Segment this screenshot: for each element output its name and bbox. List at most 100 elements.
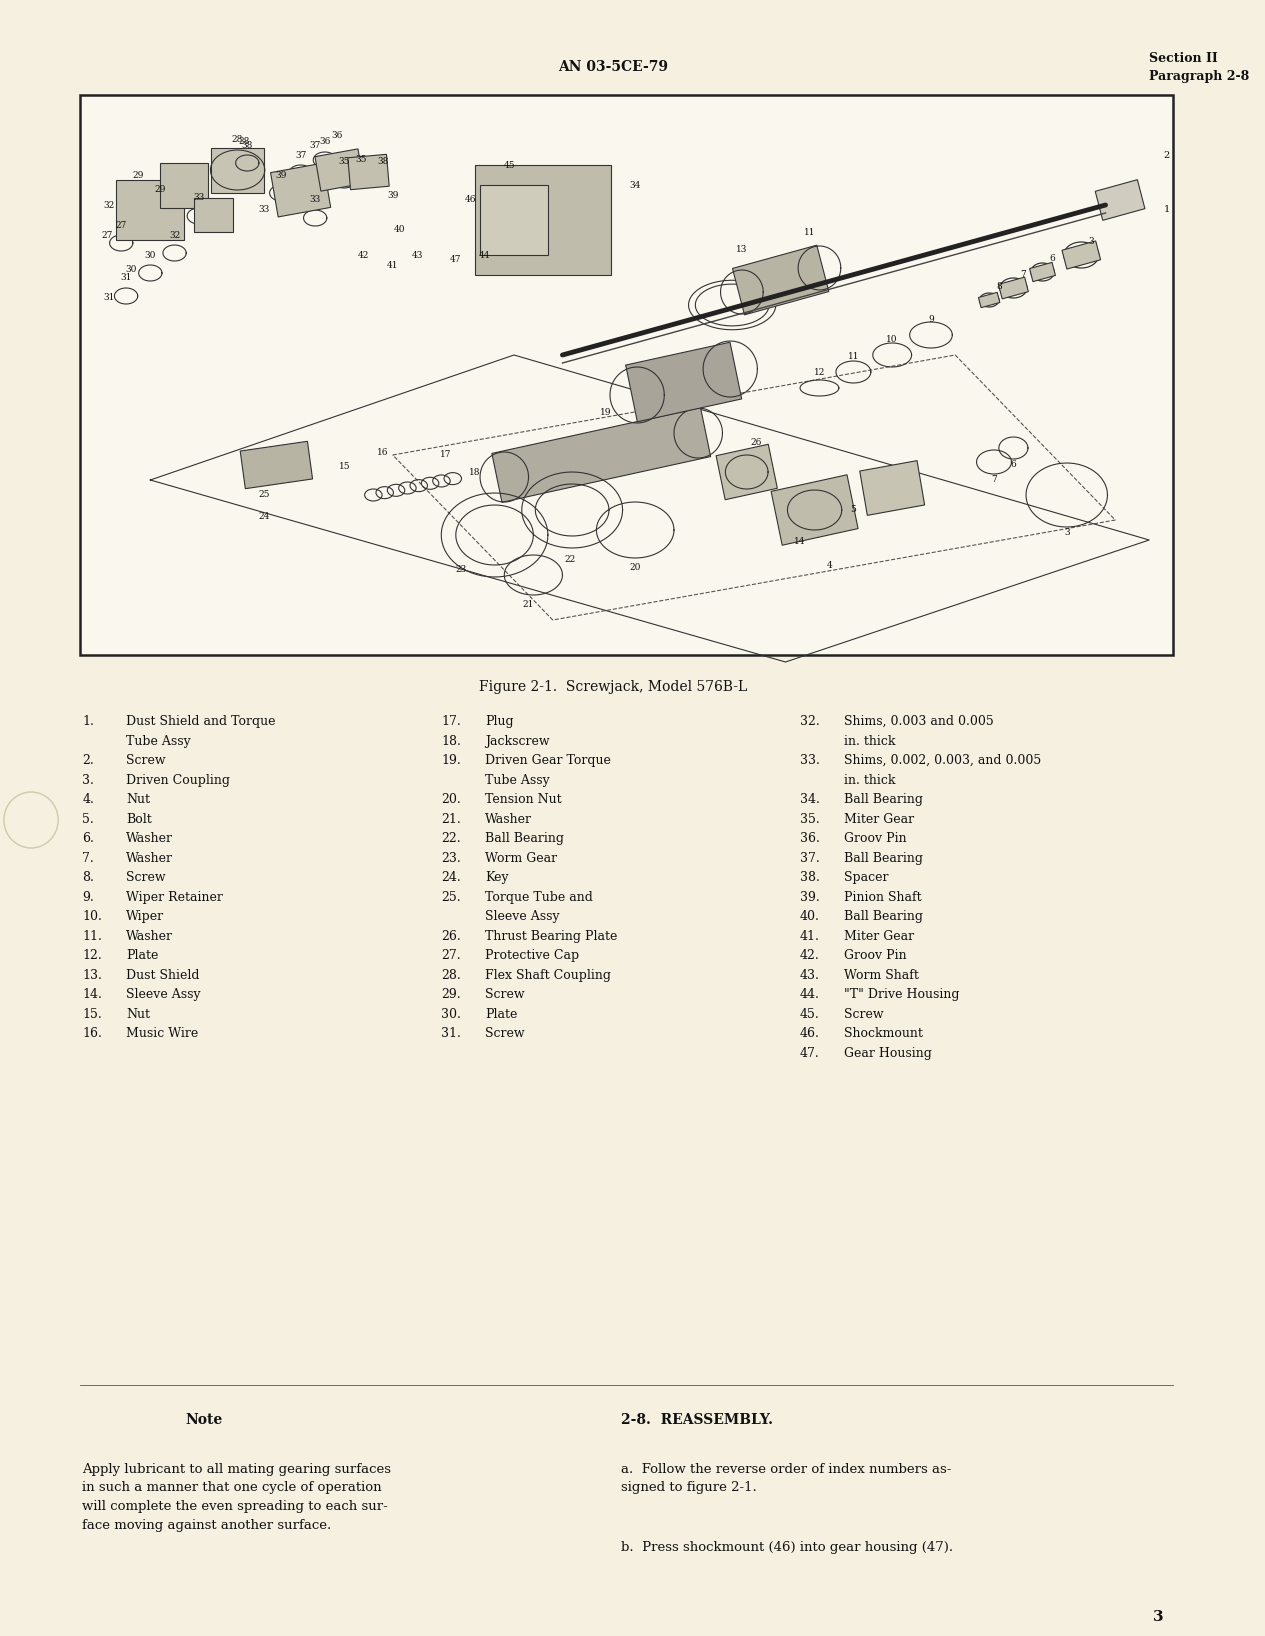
Text: 37: 37	[295, 151, 306, 159]
Text: 11.: 11.	[82, 929, 102, 942]
Text: Shims, 0.003 and 0.005: Shims, 0.003 and 0.005	[844, 715, 993, 728]
Text: 9: 9	[929, 316, 934, 324]
Text: Screw: Screw	[484, 988, 525, 1001]
Text: 17.: 17.	[441, 715, 460, 728]
Text: Plug: Plug	[484, 715, 514, 728]
Polygon shape	[978, 293, 999, 308]
Polygon shape	[626, 342, 741, 422]
Text: 2: 2	[1164, 151, 1170, 159]
Text: Groov Pin: Groov Pin	[844, 833, 906, 846]
Text: 31: 31	[120, 273, 132, 283]
Text: 34.: 34.	[799, 793, 820, 807]
Text: Wiper: Wiper	[126, 910, 164, 923]
Text: Figure 2-1.  Screwjack, Model 576B-L: Figure 2-1. Screwjack, Model 576B-L	[479, 681, 748, 694]
Text: 35: 35	[339, 157, 350, 167]
Text: 47.: 47.	[799, 1047, 820, 1060]
Text: 8.: 8.	[82, 870, 95, 883]
Text: Plate: Plate	[484, 1008, 517, 1021]
Text: 3: 3	[1064, 528, 1069, 537]
Text: Flex Shaft Coupling: Flex Shaft Coupling	[484, 969, 611, 982]
Text: Sleeve Assy: Sleeve Assy	[484, 910, 559, 923]
Text: 27: 27	[115, 221, 126, 229]
Text: 21: 21	[522, 600, 534, 609]
Text: 9.: 9.	[82, 890, 94, 903]
Text: Screw: Screw	[126, 870, 166, 883]
Polygon shape	[860, 461, 925, 515]
Text: 45.: 45.	[799, 1008, 820, 1021]
Text: 16.: 16.	[82, 1027, 102, 1040]
Polygon shape	[479, 185, 548, 255]
Text: Sleeve Assy: Sleeve Assy	[126, 988, 201, 1001]
Text: 41.: 41.	[799, 929, 820, 942]
Text: Thrust Bearing Plate: Thrust Bearing Plate	[484, 929, 617, 942]
Text: 14.: 14.	[82, 988, 102, 1001]
Text: 29: 29	[132, 170, 143, 180]
Circle shape	[4, 792, 58, 847]
Text: Gear Housing: Gear Housing	[844, 1047, 931, 1060]
Text: 24.: 24.	[441, 870, 460, 883]
Text: Tube Assy: Tube Assy	[126, 735, 191, 748]
Text: Wiper Retainer: Wiper Retainer	[126, 890, 223, 903]
Polygon shape	[211, 147, 264, 193]
Text: 38: 38	[377, 157, 388, 167]
Text: 31.: 31.	[441, 1027, 462, 1040]
Text: Torque Tube and: Torque Tube and	[484, 890, 593, 903]
Text: 6: 6	[1050, 254, 1055, 263]
Text: 14: 14	[794, 538, 806, 546]
Text: 30: 30	[144, 250, 156, 260]
Text: Note: Note	[185, 1414, 223, 1427]
Text: 36: 36	[319, 137, 330, 147]
Text: Driven Coupling: Driven Coupling	[126, 774, 230, 787]
Text: 39.: 39.	[799, 890, 820, 903]
Text: 40: 40	[393, 226, 405, 234]
Text: 3.: 3.	[82, 774, 95, 787]
Text: 37.: 37.	[799, 851, 820, 864]
Text: 24: 24	[258, 512, 269, 520]
Text: Apply lubricant to all mating gearing surfaces
in such a manner that one cycle o: Apply lubricant to all mating gearing su…	[82, 1463, 391, 1531]
Text: Screw: Screw	[844, 1008, 883, 1021]
Text: 26.: 26.	[441, 929, 460, 942]
Text: Screw: Screw	[126, 754, 166, 767]
Text: 18: 18	[469, 468, 481, 478]
Text: 10: 10	[887, 335, 898, 344]
Polygon shape	[271, 164, 330, 218]
Text: AN 03-5CE-79: AN 03-5CE-79	[558, 61, 668, 74]
Text: Washer: Washer	[126, 833, 173, 846]
Text: 33: 33	[194, 193, 205, 203]
Text: 42: 42	[358, 250, 369, 260]
Text: Nut: Nut	[126, 1008, 151, 1021]
Text: 46: 46	[464, 195, 476, 204]
Text: 36.: 36.	[799, 833, 820, 846]
Text: Screw: Screw	[484, 1027, 525, 1040]
Text: Washer: Washer	[126, 929, 173, 942]
Text: 39: 39	[387, 190, 398, 200]
FancyBboxPatch shape	[81, 95, 1174, 654]
Text: 38.: 38.	[799, 870, 820, 883]
Text: 42.: 42.	[799, 949, 820, 962]
Text: 34: 34	[630, 180, 641, 190]
Text: 12.: 12.	[82, 949, 102, 962]
Text: 20: 20	[630, 563, 641, 573]
Text: 20.: 20.	[441, 793, 460, 807]
Text: 33.: 33.	[799, 754, 820, 767]
Text: 47: 47	[450, 255, 462, 265]
Text: Groov Pin: Groov Pin	[844, 949, 906, 962]
Text: 28: 28	[231, 136, 243, 144]
Text: 6: 6	[1011, 460, 1016, 470]
Text: 2.: 2.	[82, 754, 94, 767]
Text: 46.: 46.	[799, 1027, 820, 1040]
Text: Worm Shaft: Worm Shaft	[844, 969, 918, 982]
Polygon shape	[159, 162, 209, 208]
Polygon shape	[476, 165, 611, 275]
Text: 36: 36	[331, 131, 343, 139]
Text: Washer: Washer	[484, 813, 531, 826]
Text: 7: 7	[1021, 270, 1026, 280]
Text: 17: 17	[440, 450, 452, 460]
Text: 23: 23	[455, 564, 467, 574]
Text: 12: 12	[813, 368, 825, 376]
Text: 6.: 6.	[82, 833, 95, 846]
Text: 10.: 10.	[82, 910, 102, 923]
Polygon shape	[732, 245, 829, 314]
Polygon shape	[998, 276, 1028, 299]
Polygon shape	[772, 474, 858, 545]
